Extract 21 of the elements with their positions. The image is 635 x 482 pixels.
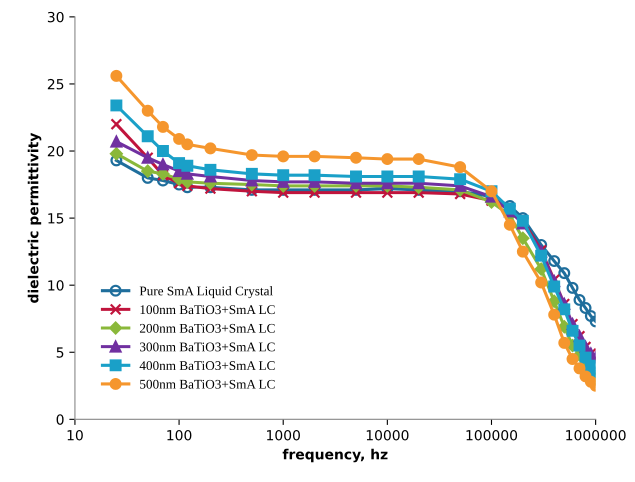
y-tick-label: 30: [48, 12, 64, 22]
y-tick-label: 5: [56, 347, 64, 358]
legend-label: 200nm BaTiO3+SmA LC: [140, 324, 275, 333]
legend-label: 300nm BaTiO3+SmA LC: [140, 342, 275, 352]
legend-label: 400nm BaTiO3+SmA LC: [140, 361, 275, 370]
legend-label: 100nm BaTiO3+SmA LC: [140, 305, 275, 314]
legend-label: 500nm BaTiO3+SmA LC: [140, 380, 275, 389]
y-tick-label: 15: [48, 213, 64, 224]
x-tick-label: 1000: [267, 430, 300, 441]
y-tick-label: 25: [48, 78, 64, 90]
x-axis-title: frequency, hz: [282, 448, 388, 462]
x-tick-label: 10: [68, 430, 83, 441]
y-tick-label: 20: [48, 146, 64, 156]
x-tick-label: 10000: [366, 430, 409, 441]
y-axis-title: dielectric permittivity: [28, 132, 42, 303]
y-tick-label: 0: [56, 414, 64, 425]
y-tick-label: 10: [48, 280, 64, 291]
x-tick-label: 100000: [466, 430, 518, 441]
x-tick-label: 100: [167, 430, 192, 441]
x-tick-label: 1000000: [566, 430, 626, 441]
legend-label: Pure SmA Liquid Crystal: [140, 286, 273, 298]
